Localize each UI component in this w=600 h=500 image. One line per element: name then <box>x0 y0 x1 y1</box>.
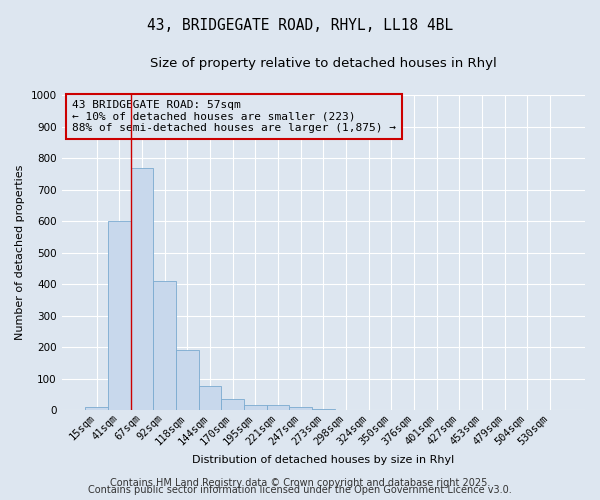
Text: Contains public sector information licensed under the Open Government Licence v3: Contains public sector information licen… <box>88 485 512 495</box>
Text: 43, BRIDGEGATE ROAD, RHYL, LL18 4BL: 43, BRIDGEGATE ROAD, RHYL, LL18 4BL <box>147 18 453 32</box>
Bar <box>108 222 131 410</box>
Title: Size of property relative to detached houses in Rhyl: Size of property relative to detached ho… <box>150 58 497 70</box>
Bar <box>244 405 266 410</box>
Bar <box>221 399 244 410</box>
Text: Contains HM Land Registry data © Crown copyright and database right 2025.: Contains HM Land Registry data © Crown c… <box>110 478 490 488</box>
Bar <box>289 408 312 410</box>
Bar <box>199 386 221 410</box>
Bar <box>154 281 176 410</box>
Bar <box>266 406 289 410</box>
Bar <box>176 350 199 410</box>
X-axis label: Distribution of detached houses by size in Rhyl: Distribution of detached houses by size … <box>192 455 454 465</box>
Y-axis label: Number of detached properties: Number of detached properties <box>15 165 25 340</box>
Text: 43 BRIDGEGATE ROAD: 57sqm
← 10% of detached houses are smaller (223)
88% of semi: 43 BRIDGEGATE ROAD: 57sqm ← 10% of detac… <box>72 100 396 133</box>
Bar <box>131 168 154 410</box>
Bar <box>312 408 335 410</box>
Bar <box>85 406 108 410</box>
